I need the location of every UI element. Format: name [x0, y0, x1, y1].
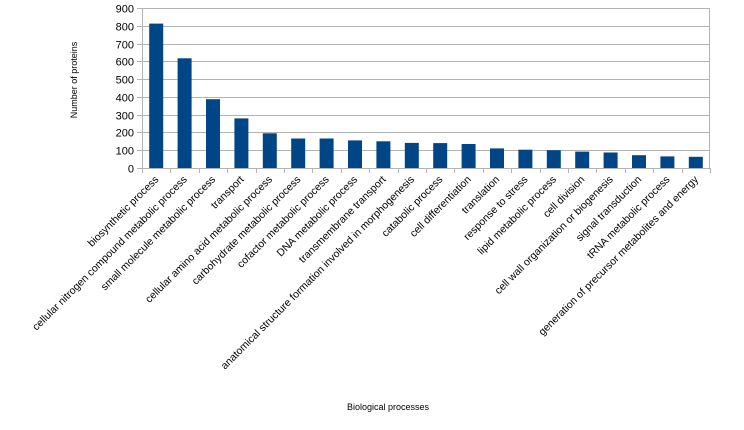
x-category-label: cellular nitrogen compound metabolic pro… [30, 174, 190, 334]
y-tick-label: 700 [116, 40, 134, 52]
y-axis-title: Number of proteins [69, 41, 79, 118]
bar [575, 151, 590, 168]
bar [546, 150, 561, 168]
bar [603, 152, 618, 168]
bar [348, 140, 362, 168]
bar [518, 149, 533, 168]
y-tick-labels: 0 100 200 300 400 500 600 700 800 900 [116, 4, 134, 176]
bar [319, 138, 334, 168]
bars [149, 23, 703, 168]
bar [262, 133, 277, 168]
bar [177, 58, 192, 168]
axes [137, 8, 711, 173]
gridlines [142, 8, 710, 169]
bar [206, 99, 220, 168]
bar [404, 142, 419, 168]
bar [490, 148, 504, 168]
bar [632, 155, 646, 168]
x-axis-title: Biological processes [347, 402, 430, 412]
y-tick-label: 500 [116, 75, 134, 87]
y-tick-label: 100 [116, 146, 134, 158]
y-tick-label: 200 [116, 128, 134, 140]
bar [688, 156, 703, 168]
y-tick-label: 600 [116, 57, 134, 69]
bar [291, 138, 306, 168]
y-tick-label: 900 [116, 4, 134, 16]
bar [149, 23, 164, 168]
bar [376, 141, 391, 168]
bar [660, 156, 675, 168]
y-tick-label: 800 [116, 22, 134, 34]
bar [433, 143, 448, 168]
bar [461, 144, 476, 168]
bar [234, 118, 249, 168]
y-tick-label: 400 [116, 93, 134, 105]
y-tick-label: 300 [116, 111, 134, 123]
y-tick-label: 0 [128, 164, 134, 176]
